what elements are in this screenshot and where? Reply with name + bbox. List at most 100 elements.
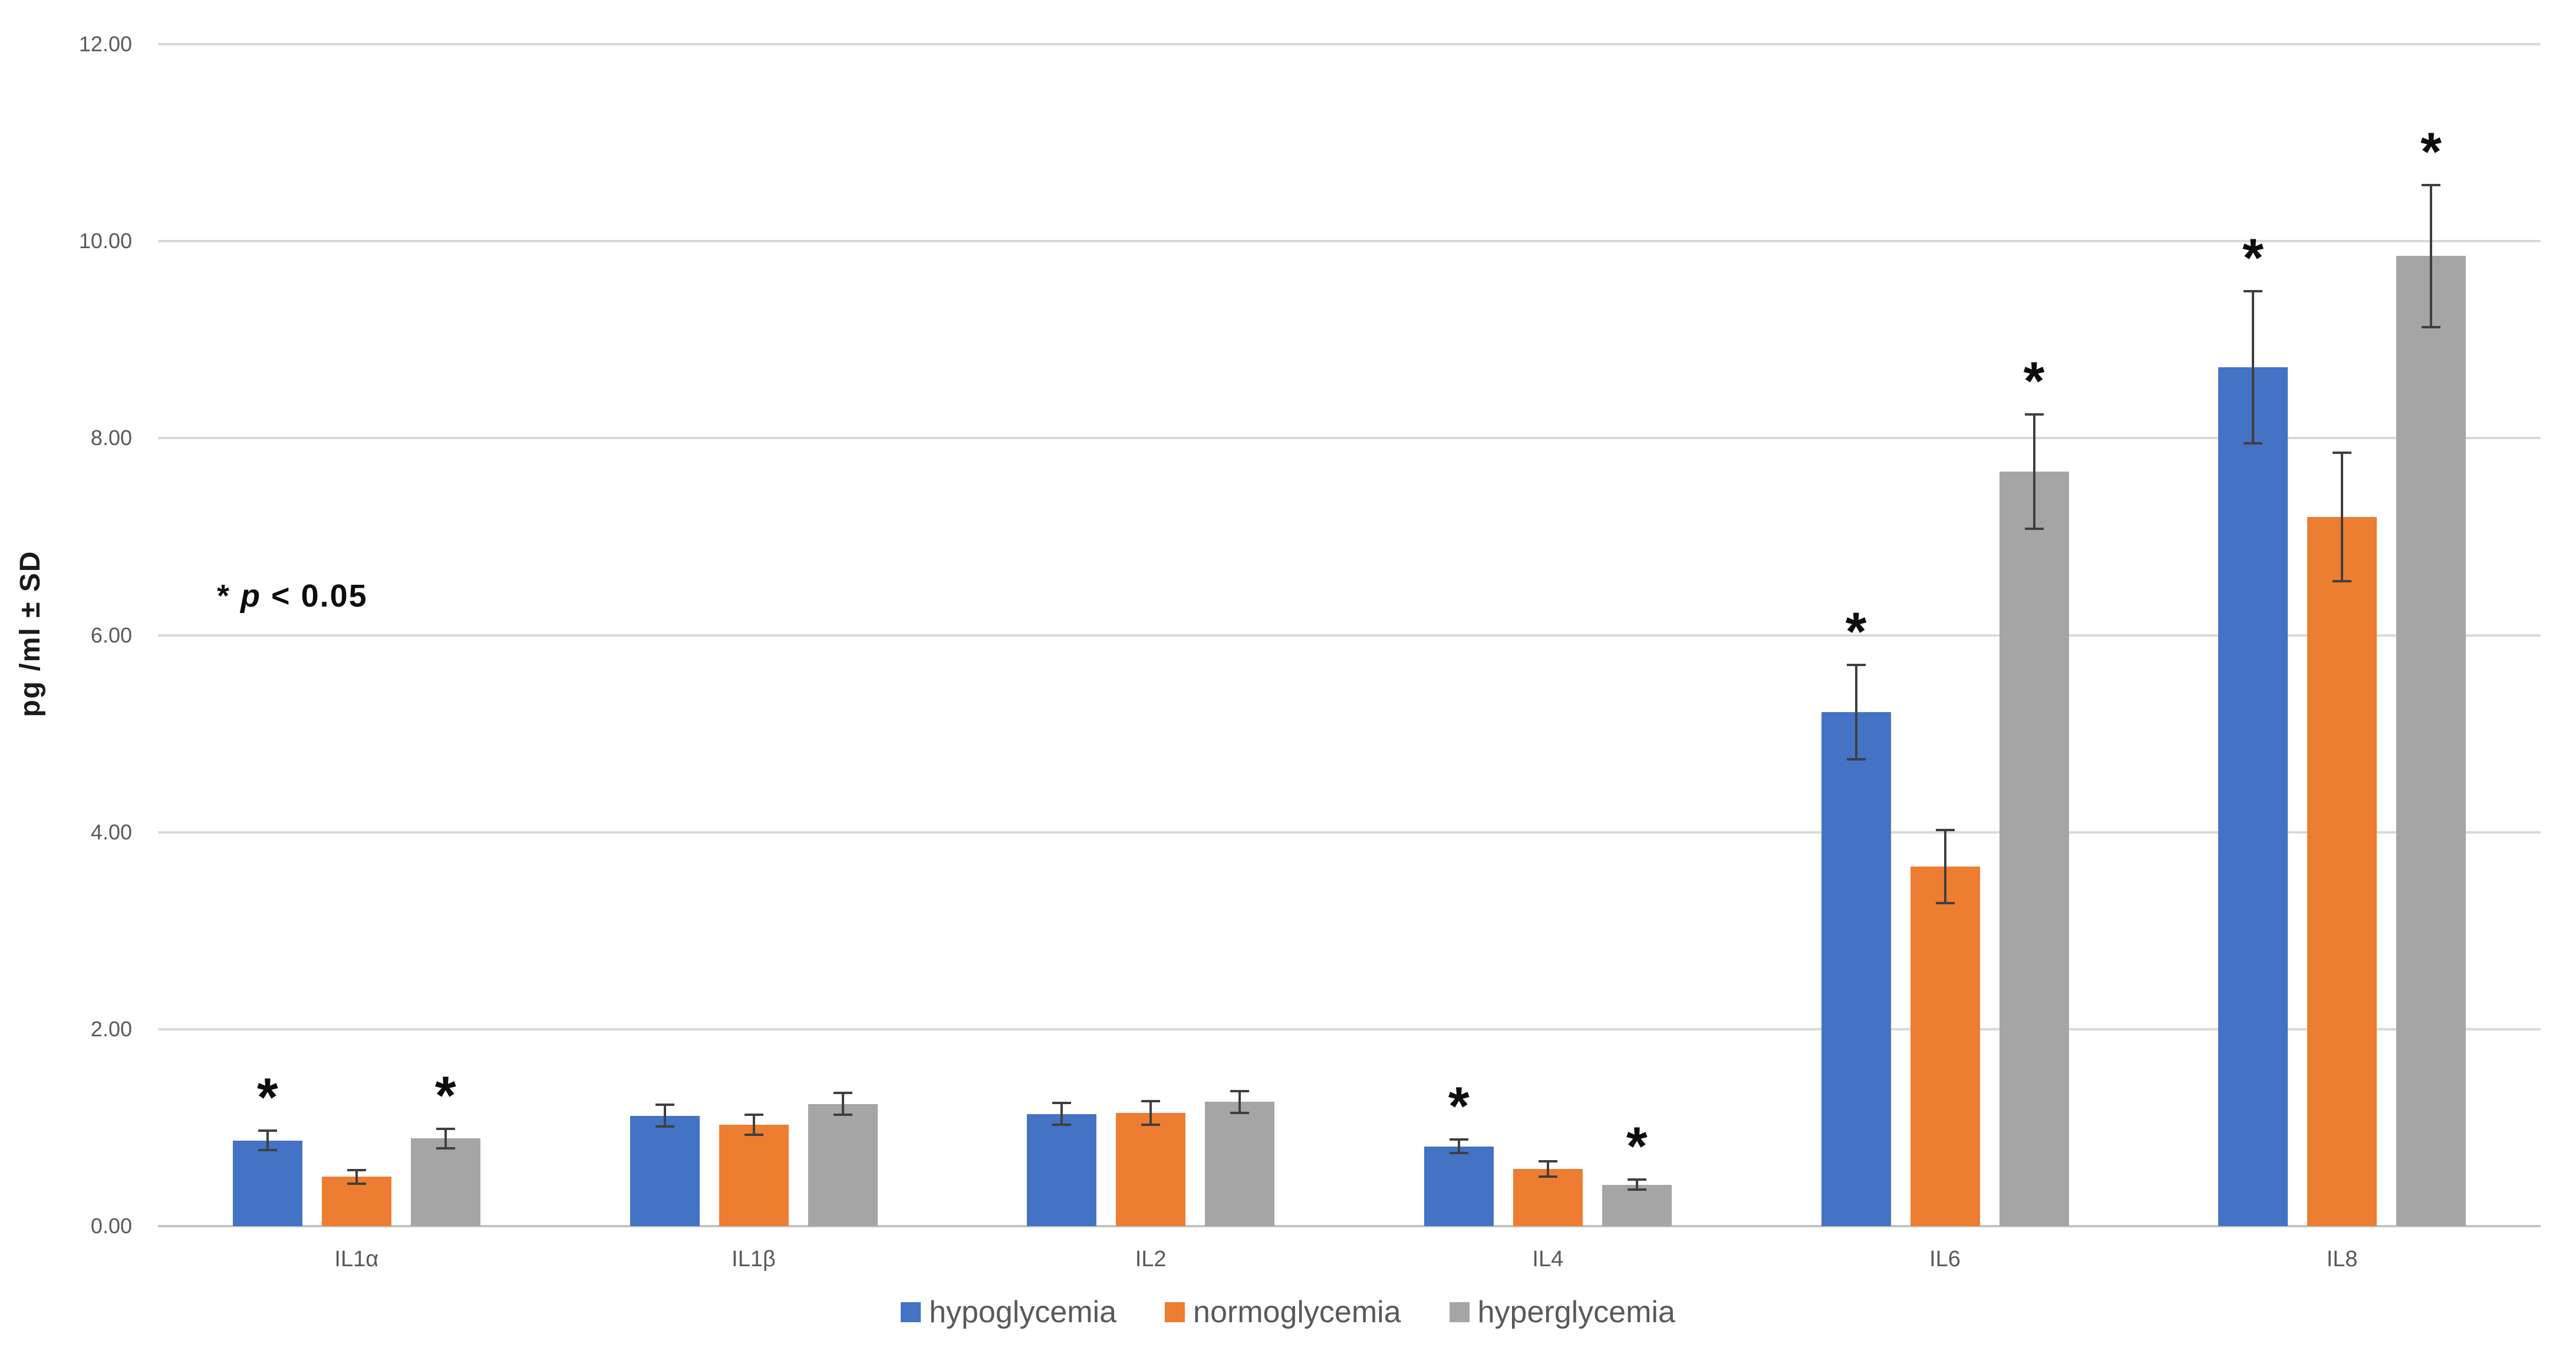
error-bar [444,1128,447,1148]
category-label: IL8 [2326,1247,2358,1272]
y-tick-label: 10.00 [78,229,132,253]
p-value-annotation: * p < 0.05 [217,578,368,614]
error-bar-cap-bottom [1627,1188,1646,1191]
legend-item-hypoglycemia: hypoglycemia [901,1296,1116,1329]
error-bar-cap-top [744,1114,763,1116]
error-bar-cap-bottom [1846,758,1866,761]
bar-hypoglycemia [1027,1114,1097,1226]
significance-asterisk: * [434,1065,456,1126]
error-bar-cap-bottom [2024,528,2044,531]
error-bar [1546,1161,1549,1177]
error-bar [752,1115,755,1135]
error-bar-cap-top [2244,290,2263,293]
gridline [158,634,2541,637]
bar-hypoglycemia [232,1140,302,1226]
error-bar-cap-bottom [1935,901,1955,904]
legend-item-hyperglycemia: hyperglycemia [1449,1295,1675,1329]
bar-normoglycemia [719,1124,789,1226]
error-bar-cap-bottom [436,1147,455,1150]
category-label: IL6 [1929,1247,1961,1272]
significance-asterisk: * [1626,1116,1648,1177]
category-label: IL4 [1532,1247,1564,1272]
error-bar [1149,1101,1152,1125]
y-tick-label: 0.00 [90,1214,132,1238]
error-bar-cap-bottom [655,1125,674,1128]
error-bar-cap-bottom [258,1149,277,1152]
error-bar-cap-bottom [1230,1111,1250,1114]
error-bar-cap-top [833,1092,852,1095]
bar-hypoglycemia [630,1115,700,1226]
bar-normoglycemia [1910,867,1980,1226]
error-bar [1238,1091,1241,1113]
legend-label-hyperglycemia: hyperglycemia [1477,1295,1675,1329]
error-bar-cap-top [1538,1160,1557,1162]
significance-asterisk: * [1845,601,1867,662]
error-bar-cap-bottom [1141,1123,1161,1126]
legend: hypoglycemia normoglycemia hyperglycemia [0,1296,2576,1329]
error-bar [2033,414,2035,529]
bar-hypoglycemia [2218,367,2288,1226]
error-bar-cap-top [1449,1138,1468,1141]
error-bar [2252,291,2255,443]
error-bar-cap-top [2333,452,2352,454]
category-label: IL1β [732,1247,776,1272]
error-bar [2341,453,2344,581]
error-bar-cap-top [258,1129,277,1132]
bar-hyperglycemia [808,1104,878,1226]
error-bar-cap-bottom [2244,442,2263,444]
legend-item-normoglycemia: normoglycemia [1165,1296,1401,1329]
y-tick-label: 2.00 [90,1016,132,1041]
x-axis-line [158,1225,2541,1227]
gridline [158,43,2541,45]
error-bar-cap-bottom [744,1133,763,1136]
bar-hypoglycemia [1424,1146,1494,1226]
bar-hyperglycemia [1602,1184,1672,1226]
error-bar [1457,1139,1460,1154]
gridline [158,240,2541,243]
error-bar-cap-top [436,1127,455,1130]
error-bar [355,1170,358,1184]
y-tick-label: 6.00 [90,622,132,647]
gridline [158,1027,2541,1030]
bar-hypoglycemia [1821,712,1891,1226]
y-tick-label: 12.00 [78,32,132,56]
category-label: IL2 [1135,1247,1167,1272]
error-bar [841,1093,844,1115]
bar-normoglycemia [321,1177,391,1226]
annotation-p: p [241,578,262,614]
significance-asterisk: * [1448,1076,1470,1137]
error-bar-cap-top [655,1104,674,1106]
gridline [158,831,2541,834]
error-bar-cap-bottom [2333,579,2352,582]
error-bar-cap-bottom [347,1183,366,1185]
annotation-threshold: < 0.05 [261,578,368,614]
y-tick-label: 4.00 [90,819,132,844]
bar-normoglycemia [1513,1169,1583,1226]
error-bar [1943,830,1946,903]
y-tick-label: 8.00 [90,426,132,450]
significance-asterisk: * [2023,351,2045,412]
legend-swatch-normoglycemia [1165,1302,1185,1322]
error-bar-cap-bottom [1538,1175,1557,1178]
bar-hyperglycemia [1999,472,2069,1226]
error-bar [663,1105,666,1127]
significance-asterisk: * [256,1067,278,1128]
error-bar [2430,185,2433,327]
error-bar [1060,1103,1063,1125]
error-bar [1635,1180,1638,1190]
error-bar-cap-bottom [1052,1123,1072,1126]
error-bar-cap-top [1052,1102,1072,1105]
bar-normoglycemia [1116,1112,1186,1226]
significance-asterisk: * [2420,121,2442,182]
error-bar-cap-top [1935,829,1955,832]
bar-normoglycemia [2307,517,2377,1226]
error-bar-cap-top [1846,663,1866,666]
error-bar-cap-top [1141,1099,1161,1102]
bar-hyperglycemia [1205,1102,1275,1226]
legend-label-hypoglycemia: hypoglycemia [929,1295,1117,1329]
error-bar [1854,664,1857,760]
annotation-asterisk: * [217,578,231,614]
error-bar-cap-top [2024,413,2044,416]
gridline [158,437,2541,440]
